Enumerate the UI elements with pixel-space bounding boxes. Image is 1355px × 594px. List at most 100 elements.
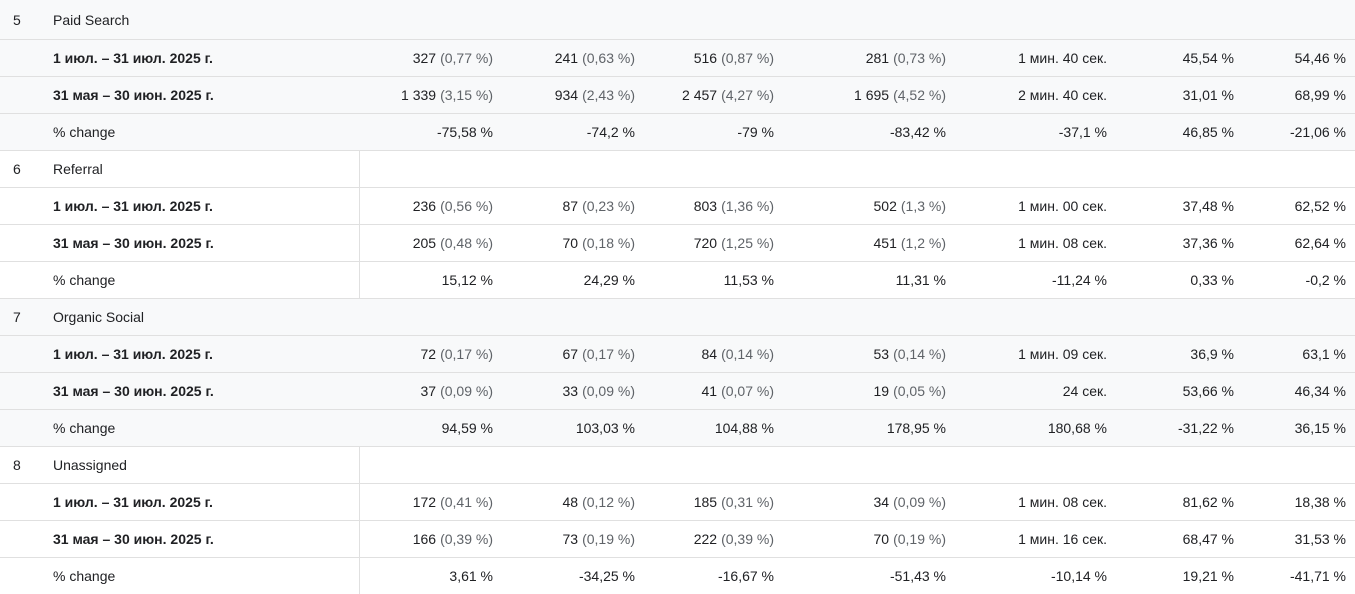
metric-value: 37 xyxy=(420,383,437,399)
metric-cell: 37,48 % xyxy=(1183,188,1234,224)
metric-cell: 72 (0,17 %) xyxy=(421,336,494,372)
metric-cell: 70 (0,18 %) xyxy=(563,225,636,261)
metric-share: (0,14 %) xyxy=(893,346,946,362)
metric-value: -83,42 % xyxy=(889,124,946,140)
date-range-label: 1 июл. – 31 июл. 2025 г. xyxy=(53,50,213,66)
metric-value: -10,14 % xyxy=(1050,568,1107,584)
metric-share: (0,63 %) xyxy=(582,50,635,66)
metric-value: -51,43 % xyxy=(889,568,946,584)
metric-cell: 103,03 % xyxy=(576,410,635,446)
channel-group-row[interactable]: 5 Paid Search xyxy=(0,0,1355,40)
channel-group-row[interactable]: 6 Referral xyxy=(0,151,1355,188)
metric-share: (0,05 %) xyxy=(893,383,946,399)
metric-value: -11,24 % xyxy=(1052,272,1107,288)
metric-value: 0,33 % xyxy=(1190,272,1234,288)
metric-cell: 68,47 % xyxy=(1183,521,1234,557)
metric-value: 31,01 % xyxy=(1182,87,1234,103)
metric-share: (4,27 %) xyxy=(721,87,774,103)
metric-value: 281 xyxy=(865,50,890,66)
metric-value: 180,68 % xyxy=(1047,420,1107,436)
metric-value: 236 xyxy=(412,198,437,214)
percent-change-label: % change xyxy=(53,420,116,436)
metric-value: -74,2 % xyxy=(586,124,635,140)
metric-cell: 104,88 % xyxy=(715,410,774,446)
date-range-label: 31 мая – 30 июн. 2025 г. xyxy=(53,235,214,251)
metric-value: 11,31 % xyxy=(895,272,946,288)
metric-value: 516 xyxy=(693,50,718,66)
metric-value: 185 xyxy=(693,494,718,510)
metric-cell: -51,43 % xyxy=(890,558,946,594)
metric-value: 19,21 % xyxy=(1182,568,1234,584)
metric-value: 53 xyxy=(873,346,890,362)
metric-value: 62,64 % xyxy=(1294,235,1346,251)
metric-cell: 1 339 (3,15 %) xyxy=(401,77,493,113)
metric-value: 19 xyxy=(873,383,890,399)
metric-cell: -16,67 % xyxy=(718,558,774,594)
metric-value: 1 695 xyxy=(854,87,890,103)
metric-value: 54,46 % xyxy=(1294,50,1346,66)
metric-cell: -0,2 % xyxy=(1306,262,1346,298)
date-range-label: 1 июл. – 31 июл. 2025 г. xyxy=(53,198,213,214)
metric-cell: 185 (0,31 %) xyxy=(694,484,774,520)
metric-cell: 73 (0,19 %) xyxy=(563,521,636,557)
metric-value: 103,03 % xyxy=(575,420,635,436)
channel-name[interactable]: Unassigned xyxy=(53,457,127,473)
metric-cell: -21,06 % xyxy=(1290,114,1346,150)
metric-value: 67 xyxy=(562,346,579,362)
metric-cell: -83,42 % xyxy=(890,114,946,150)
channel-name[interactable]: Organic Social xyxy=(53,309,145,325)
metric-cell: -10,14 % xyxy=(1051,558,1107,594)
metric-share: (0,48 %) xyxy=(440,235,493,251)
metric-cell: 81,62 % xyxy=(1183,484,1234,520)
channel-group-row[interactable]: 8 Unassigned xyxy=(0,447,1355,484)
metric-value: 37,36 % xyxy=(1182,235,1234,251)
metric-value: 1 мин. 00 сек. xyxy=(1018,198,1107,214)
metric-value: -41,71 % xyxy=(1289,568,1346,584)
metric-cell: 31,53 % xyxy=(1295,521,1346,557)
metric-share: (0,17 %) xyxy=(440,346,493,362)
metric-cell: 19,21 % xyxy=(1183,558,1234,594)
metric-cell: 37,36 % xyxy=(1183,225,1234,261)
channel-name[interactable]: Paid Search xyxy=(53,11,130,28)
metric-value: 53,66 % xyxy=(1182,383,1234,399)
metric-cell: 45,54 % xyxy=(1183,40,1234,76)
metric-share: (0,19 %) xyxy=(582,531,635,547)
metric-cell: 54,46 % xyxy=(1295,40,1346,76)
metric-cell: 18,38 % xyxy=(1295,484,1346,520)
metric-cell: 1 695 (4,52 %) xyxy=(854,77,946,113)
metric-cell: 84 (0,14 %) xyxy=(702,336,775,372)
metric-value: 502 xyxy=(873,198,897,214)
percent-change-label: % change xyxy=(53,568,116,584)
metric-value: 68,99 % xyxy=(1294,87,1346,103)
metric-value: 36,9 % xyxy=(1190,346,1234,362)
metric-value: 1 339 xyxy=(401,87,437,103)
metric-share: (0,87 %) xyxy=(721,50,774,66)
metric-cell: 31,01 % xyxy=(1183,77,1234,113)
metric-value: 166 xyxy=(412,531,437,547)
metric-value: 84 xyxy=(701,346,718,362)
metric-value: 1 мин. 09 сек. xyxy=(1018,346,1107,362)
column-divider xyxy=(359,0,360,594)
metric-share: (0,56 %) xyxy=(440,198,493,214)
metric-cell: 94,59 % xyxy=(442,410,493,446)
metric-cell: 11,31 % xyxy=(896,262,946,298)
metric-cell: 11,53 % xyxy=(724,262,774,298)
metric-value: 3,61 % xyxy=(449,568,493,584)
date-range-row: 31 мая – 30 июн. 2025 г. 1 339 (3,15 %) 934… xyxy=(0,77,1355,114)
channel-group-row[interactable]: 7 Organic Social xyxy=(0,299,1355,336)
metric-cell: 19 (0,05 %) xyxy=(874,373,947,409)
metric-value: 803 xyxy=(693,198,718,214)
metric-cell: 62,64 % xyxy=(1295,225,1346,261)
channel-name[interactable]: Referral xyxy=(53,161,103,177)
metric-value: -75,58 % xyxy=(436,124,493,140)
metric-value: 72 xyxy=(420,346,437,362)
metric-share: (0,17 %) xyxy=(582,346,635,362)
metric-cell: 241 (0,63 %) xyxy=(555,40,635,76)
metric-cell: -11,24 % xyxy=(1052,262,1107,298)
metric-share: (0,39 %) xyxy=(721,531,774,547)
metric-cell: -75,58 % xyxy=(437,114,493,150)
metric-cell: 236 (0,56 %) xyxy=(413,188,493,224)
metric-value: 934 xyxy=(554,87,579,103)
metric-value: -0,2 % xyxy=(1305,272,1346,288)
metric-value: 87 xyxy=(562,198,579,214)
